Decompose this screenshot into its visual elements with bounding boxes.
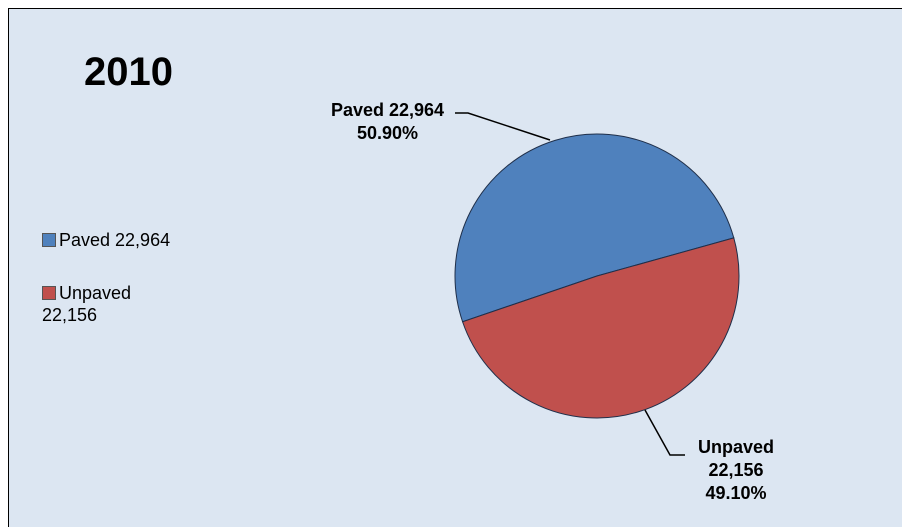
legend-label: Unpaved 22,156 — [42, 283, 132, 325]
leader-line — [644, 409, 685, 456]
data-label-value: 50.90% — [356, 123, 419, 143]
legend-item: Paved 22,964 — [42, 229, 182, 251]
data-label-value: 49.10% — [705, 483, 767, 503]
chart-title: 2010 — [84, 50, 173, 94]
legend-label: Paved 22,964 — [59, 230, 171, 250]
legend-item: Unpaved 22,156 — [42, 282, 182, 326]
legend-swatch — [42, 286, 56, 300]
pie — [454, 133, 740, 419]
pie-slice — [454, 133, 735, 323]
data-label-category: Paved 22,964 — [330, 100, 445, 120]
data-label: Paved 22,964 50.90% — [315, 99, 460, 145]
pie-slice — [461, 237, 740, 419]
leader-line — [455, 112, 551, 141]
data-label-category: Unpaved 22,156 — [697, 437, 775, 480]
legend-swatch — [42, 233, 56, 247]
data-label: Unpaved 22,156 49.10% — [686, 436, 786, 505]
